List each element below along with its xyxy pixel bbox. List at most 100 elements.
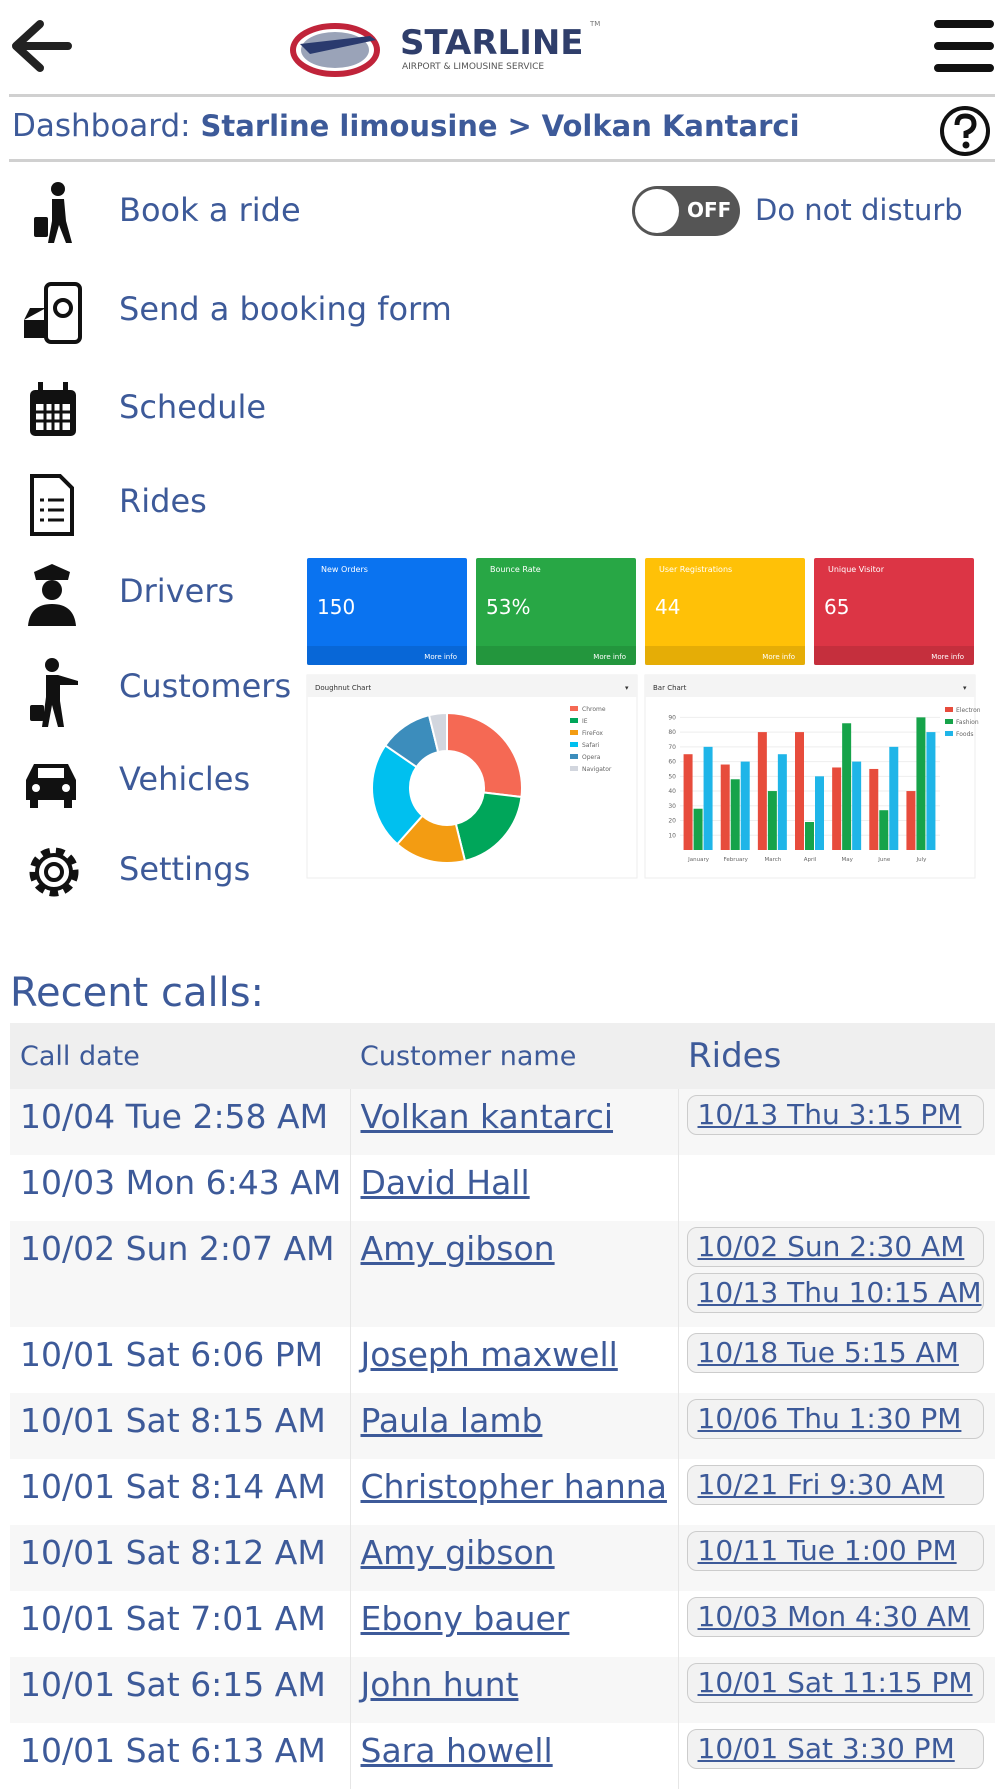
doughnut-slice [427,711,448,754]
customer-name[interactable]: Ebony bauer [360,1599,570,1638]
breadcrumb-label: Dashboard: [12,108,191,144]
menu-button[interactable] [934,18,994,74]
menu-item[interactable]: Settings [0,830,300,910]
call-date: 10/04 Tue 2:58 AM [10,1089,350,1155]
menu-item[interactable]: Customers [0,647,300,727]
customer-cell: John hunt [349,1657,678,1723]
y-tick-label: 60 [668,759,676,766]
call-date: 10/01 Sat 6:06 PM [20,1335,324,1374]
bar [740,761,750,850]
legend-label: Foods [956,731,974,738]
card-link: More info [424,653,457,661]
icon [30,658,78,727]
toggle[interactable]: OFF [632,186,740,236]
icon [28,564,76,626]
menu-label: Rides [119,482,207,520]
panel-title: Bar Chart [653,684,687,692]
breadcrumb-user: Volkan Kantarci [541,109,800,143]
bar [703,746,713,850]
x-tick-label: January [687,857,710,863]
card-title: User Registrations [659,565,732,574]
y-tick-label: 10 [668,832,676,839]
rides-cell: 10/21 Fri 9:30 AM [677,1459,995,1525]
bar [832,767,842,850]
back-button[interactable] [10,18,72,74]
logo-text: STARLINE [400,23,584,63]
dropdown-caret: ▾ [963,684,967,692]
table-row: 10/02 Sun 2:07 AM Amy gibson 10/02 Sun 2:3… [10,1221,995,1327]
menu-label: Send a booking form [119,290,452,328]
ride-link[interactable]: 10/01 Sat 3:30 PM [686,1729,984,1769]
ride-link[interactable]: 10/18 Tue 5:15 AM [686,1333,984,1373]
customer-name[interactable]: Amy gibson [360,1229,555,1268]
panel-title: Doughnut Chart [315,684,371,692]
ride-link[interactable]: 10/03 Mon 4:30 AM [686,1597,984,1637]
logo-tm: TM [589,20,600,28]
ride-link[interactable]: 10/13 Thu 10:15 AM [686,1273,984,1313]
customer-name[interactable]: Joseph maxwell [360,1335,618,1374]
y-tick-label: 70 [668,744,676,751]
ride-link[interactable]: 10/11 Tue 1:00 PM [686,1531,984,1571]
ride-link[interactable]: 10/21 Fri 9:30 AM [686,1465,984,1505]
legend-label: Safari [582,742,600,749]
table-row: 10/01 Sat 6:15 AM John hunt 10/01 Sat 11:1… [10,1657,995,1723]
breadcrumb-company[interactable]: Starline limousine [200,109,498,143]
ride-link[interactable]: 10/13 Thu 3:15 PM [686,1095,984,1135]
bar [906,791,916,850]
customer-name[interactable]: Amy gibson [360,1533,555,1572]
y-tick-label: 50 [668,773,676,780]
customer-name[interactable]: David Hall [360,1163,530,1202]
x-tick-label: February [724,857,749,863]
call-date: 10/01 Sat 6:13 AM [20,1731,326,1770]
bar [730,779,740,850]
bar [720,764,730,850]
legend-label: IE [582,718,588,725]
bar [805,822,814,850]
call-date: 10/01 Sat 7:01 AM [20,1599,326,1638]
table-row: 10/01 Sat 8:15 AM Paula lamb 10/06 Thu 1:3… [10,1393,995,1459]
column-header: Customer name [350,1023,678,1089]
y-tick-label: 90 [668,714,676,721]
stat-card [307,558,467,665]
icon [34,182,72,243]
customer-name[interactable]: Sara howell [360,1731,553,1770]
card-title: Unique Visitor [828,565,885,574]
card-link: More info [931,653,964,661]
customer-name[interactable]: John hunt [360,1665,519,1704]
menu-item[interactable]: Schedule [0,368,300,448]
y-tick-label: 20 [668,818,676,825]
legend-swatch [570,742,578,747]
toggle-label: Do not disturb [755,193,963,227]
legend-swatch [570,730,578,735]
menu-label: Vehicles [119,760,251,798]
ride-link[interactable]: 10/01 Sat 11:15 PM [686,1663,984,1703]
y-tick-label: 30 [668,803,676,810]
menu-item[interactable]: Drivers [0,552,300,632]
legend-label: Chrome [582,706,606,713]
menu-item[interactable]: Vehicles [0,740,300,820]
ride-link[interactable]: 10/02 Sun 2:30 AM [686,1227,984,1267]
customer-name[interactable]: Paula lamb [360,1401,543,1440]
legend-label: Electronics [956,707,980,714]
logo: STARLINE TM AIRPORT & LIMOUSINE SERVICE [290,20,600,77]
rides-cell: 10/13 Thu 3:15 PM [677,1089,995,1155]
ride-link[interactable]: 10/06 Thu 1:30 PM [686,1399,984,1439]
call-date: 10/03 Mon 6:43 AM [20,1163,342,1202]
rides-cell: 10/01 Sat 11:15 PM [677,1657,995,1723]
menu-item[interactable]: Book a ride [0,171,301,251]
menu-label: Customers [119,667,292,705]
card-footer [814,646,974,665]
legend-swatch [570,706,578,711]
section-title: Recent calls: [10,970,265,1016]
table-row: 10/01 Sat 6:06 PM Joseph maxwell 10/18 Tue… [10,1327,995,1393]
menu-item[interactable]: Rides [0,462,300,542]
menu-item[interactable]: Send a booking form [0,270,452,350]
card-value: 65 [824,595,849,619]
customer-name[interactable]: Christopher hanna [360,1467,667,1506]
help-button[interactable] [938,104,992,158]
calls-table: Call date Customer name Rides 10/04 Tue … [10,1023,995,1789]
table-row: 10/04 Tue 2:58 AM Volkan kantarci 10/13 Th… [10,1089,995,1155]
customer-name[interactable]: Volkan kantarci [360,1097,614,1136]
x-tick-label: June [877,857,891,863]
